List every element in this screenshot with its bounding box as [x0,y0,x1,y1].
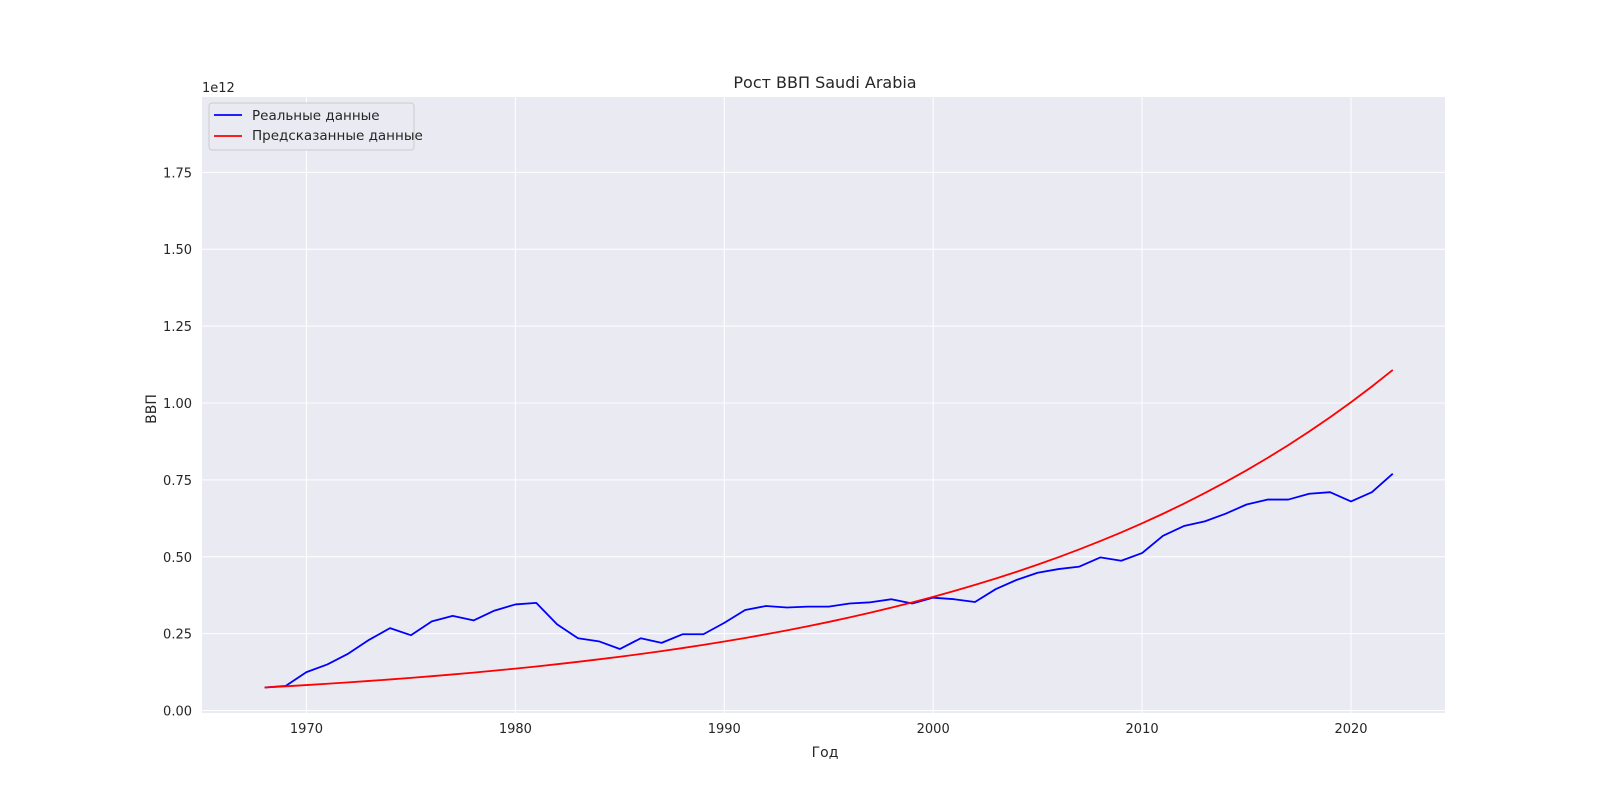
y-axis-label: ВВП [144,394,160,424]
chart-title: Рост ВВП Saudi Arabia [733,73,916,92]
y-axis-ticks: 0.00 0.25 0.50 0.75 1.00 1.25 1.50 1.75 [163,166,192,719]
y-tick-label: 1.75 [163,166,192,181]
x-tick-label: 2000 [917,722,950,737]
x-axis-ticks: 1970 1980 1990 2000 2010 2020 [290,722,1368,737]
series-line-predicted [264,369,1394,689]
y-offset-label: 1e12 [202,81,235,96]
legend-label-predicted: Предсказанные данные [252,128,423,144]
x-tick-label: 2020 [1334,722,1367,737]
x-tick-label: 1990 [708,722,741,737]
series-line-real [264,473,1394,689]
series-lines [264,369,1394,689]
plot-area [202,97,1445,713]
legend-label-real: Реальные данные [252,108,380,124]
x-tick-label: 1980 [499,722,532,737]
y-tick-label: 1.25 [163,320,192,335]
x-tick-label: 2010 [1126,722,1159,737]
legend: Реальные данные Предсказанные данные [208,102,423,151]
y-tick-label: 0.00 [163,705,192,720]
x-axis-label: Год [812,745,839,761]
y-tick-label: 1.00 [163,397,192,412]
y-tick-label: 1.50 [163,243,192,258]
legend-box [208,102,415,151]
y-tick-label: 0.50 [163,551,192,566]
y-tick-label: 0.25 [163,628,192,643]
y-tick-label: 0.75 [163,474,192,489]
x-tick-label: 1970 [290,722,323,737]
grid-lines [202,97,1445,713]
